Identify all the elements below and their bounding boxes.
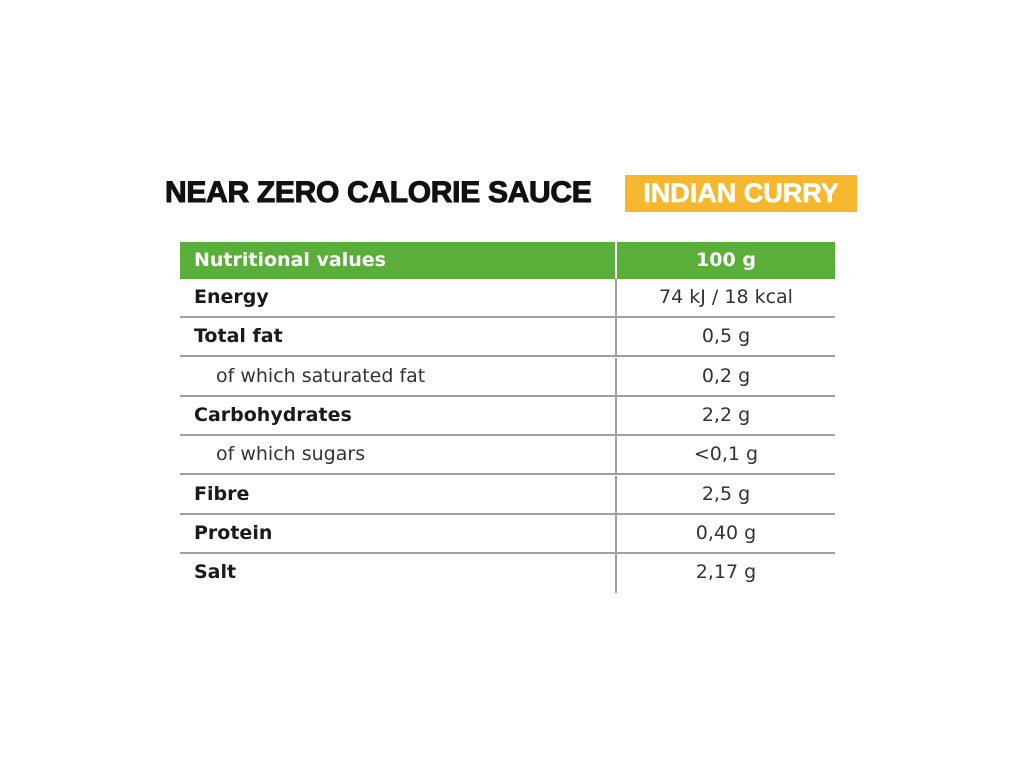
sub-row: of which saturated fat 0,2 g <box>180 357 835 397</box>
row: Fibre 2,5 g <box>180 475 835 515</box>
column-divider <box>615 396 617 434</box>
row-label: Fibre <box>194 482 250 505</box>
row-value: <0,1 g <box>693 443 759 466</box>
row-value: 0,2 g <box>701 364 751 387</box>
row-label: Energy <box>194 286 269 308</box>
title: NEAR ZERO CALORIE SAUCE <box>164 176 592 210</box>
column-divider <box>615 357 617 395</box>
row-value: 74 kJ / 18 kcal <box>659 286 793 308</box>
row: Total fat 0,5 g <box>180 318 835 358</box>
row-value: 0,5 g <box>701 325 751 348</box>
column-divider <box>615 279 617 316</box>
row-value: 0,40 g <box>695 521 757 544</box>
header-value: 100 g <box>696 249 756 271</box>
row-label: Carbohydrates <box>194 403 352 426</box>
column-divider <box>615 436 617 474</box>
row-label: of which sugars <box>216 443 366 466</box>
row: Salt 2,17 g <box>180 554 835 594</box>
row-label: of which saturated fat <box>216 364 426 387</box>
column-divider <box>615 475 617 513</box>
row-label: Total fat <box>194 325 283 348</box>
row-label: Protein <box>194 521 273 544</box>
row: Protein 0,40 g <box>180 514 835 554</box>
column-divider <box>615 318 617 356</box>
sub-row: of which sugars <0,1 g <box>180 436 835 476</box>
row: Energy 74 kJ / 18 kcal <box>180 279 835 318</box>
row-value: 2,2 g <box>701 403 751 426</box>
row-value: 2,17 g <box>695 561 757 584</box>
header-row: Nutritional values 100 g <box>180 242 835 279</box>
row: Carbohydrates 2,2 g <box>180 396 835 436</box>
column-divider <box>615 514 617 552</box>
flavour-badge: INDIAN CURRY <box>625 175 857 212</box>
column-divider <box>615 242 617 279</box>
column-divider <box>615 554 617 594</box>
row-value: 2,5 g <box>701 482 751 505</box>
header-label: Nutritional values <box>194 249 386 271</box>
row-label: Salt <box>194 561 237 584</box>
